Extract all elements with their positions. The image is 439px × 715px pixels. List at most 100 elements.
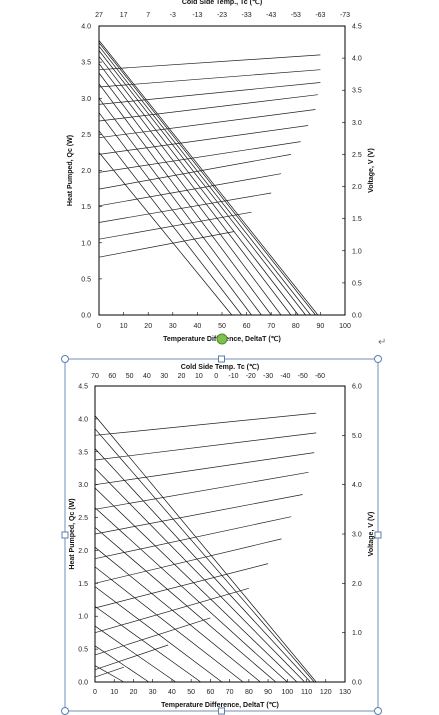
x-tick-label: 0	[97, 323, 101, 330]
y2-axis-label: Voltage, V (V)	[368, 148, 375, 193]
top-tick-label: -13	[192, 12, 202, 19]
y-tick-label: 3.5	[81, 60, 91, 67]
resize-handle-corner[interactable]	[374, 355, 382, 363]
top-tick-label: -60	[315, 373, 325, 380]
voltage-series-line	[94, 587, 249, 634]
x-tick-label: 30	[149, 689, 157, 696]
y2-tick-label: 3.0	[352, 532, 362, 539]
y-tick-label: 4.0	[81, 24, 91, 31]
qc-series-line	[94, 606, 202, 683]
selection-frame[interactable]	[64, 358, 379, 712]
voltage-series-line	[94, 617, 211, 656]
x-tick-label: 90	[264, 689, 272, 696]
x-tick-label: 20	[130, 689, 138, 696]
plot-area	[98, 25, 346, 316]
y2-tick-label: 2.0	[352, 184, 362, 191]
y2-tick-label: 1.5	[352, 216, 362, 223]
qc-series-line	[98, 72, 282, 316]
top-tick-label: -73	[340, 12, 350, 19]
qc-series-line	[98, 50, 306, 316]
y-tick-label: 3.0	[81, 96, 91, 103]
y-tick-label: 2.0	[78, 548, 88, 555]
x-tick-label: 60	[206, 689, 214, 696]
y2-tick-label: 3.5	[352, 88, 362, 95]
resize-handle-corner[interactable]	[61, 355, 69, 363]
x-tick-label: 50	[218, 323, 226, 330]
qc-series-line	[94, 487, 298, 683]
top-tick-label: 17	[120, 12, 128, 19]
top-tick-label: 60	[108, 373, 116, 380]
y2-tick-label: 0.0	[352, 680, 362, 687]
y-tick-label: 0.5	[78, 647, 88, 654]
chart-title: Cold Side Temp. Tc (℃)	[181, 363, 259, 371]
x-tick-label: 70	[267, 323, 275, 330]
voltage-series-line	[98, 109, 316, 139]
qc-series-line	[98, 152, 233, 316]
voltage-series-line	[98, 173, 282, 207]
chart-2: Cold Side Temp. Tc (℃)70 60 50 40 30 20 10 0 -10…	[69, 363, 375, 709]
chart-title: Cold Side Temp., Tc (℃)	[182, 0, 262, 6]
y2-tick-label: 1.0	[352, 248, 362, 255]
resize-handle-side[interactable]	[218, 707, 225, 715]
voltage-series-line	[98, 94, 318, 122]
qc-series-line	[98, 40, 319, 316]
voltage-series-line	[94, 412, 317, 436]
y-tick-label: 1.5	[81, 204, 91, 211]
qc-series-line	[98, 130, 242, 316]
qc-series-line	[94, 645, 149, 683]
voltage-series-line	[94, 538, 282, 584]
x-tick-label: 60	[243, 323, 251, 330]
y2-tick-label: 4.0	[352, 56, 362, 63]
voltage-series-line	[94, 563, 269, 609]
voltage-series-line	[94, 644, 169, 671]
top-tick-label: 0	[214, 373, 218, 380]
resize-handle-corner[interactable]	[374, 707, 382, 715]
y-tick-label: 3.5	[78, 449, 88, 456]
top-tick-label: -50	[298, 373, 308, 380]
voltage-series-line	[98, 154, 291, 190]
resize-handle-side[interactable]	[218, 355, 225, 363]
x-tick-label: 40	[194, 323, 202, 330]
qc-series-line	[94, 566, 244, 683]
top-tick-label: 20	[178, 373, 186, 380]
top-tick-label: -30	[263, 373, 273, 380]
y2-tick-label: 5.0	[352, 433, 362, 440]
y-tick-label: 0.0	[78, 680, 88, 687]
y-tick-label: 0.0	[81, 313, 91, 320]
top-tick-label: -3	[170, 12, 176, 19]
voltage-series-line	[98, 211, 252, 240]
y2-tick-label: 2.0	[352, 581, 362, 588]
rotate-handle[interactable]	[216, 333, 228, 345]
x-tick-label: 90	[317, 323, 325, 330]
voltage-series-line	[98, 125, 309, 155]
voltage-series-line	[94, 516, 292, 560]
qc-series-line	[94, 467, 305, 683]
top-tick-label: -63	[315, 12, 325, 19]
y-tick-label: 2.5	[81, 132, 91, 139]
x-tick-label: 80	[245, 689, 253, 696]
x-tick-label: 0	[93, 689, 97, 696]
y-tick-label: 1.0	[78, 614, 88, 621]
top-tick-label: 27	[95, 12, 103, 19]
resize-handle-side[interactable]	[61, 531, 69, 539]
y2-tick-label: 4.0	[352, 482, 362, 489]
qc-series-line	[98, 63, 292, 316]
top-tick-label: -43	[266, 12, 276, 19]
y-tick-label: 4.0	[78, 416, 88, 423]
voltage-series-line	[94, 432, 317, 461]
qc-series-line	[94, 415, 317, 683]
voltage-series-line	[98, 231, 235, 258]
top-tick-label: 70	[91, 373, 99, 380]
qc-series-line	[98, 98, 262, 316]
qc-series-line	[94, 546, 261, 683]
qc-series-line	[98, 42, 316, 316]
resize-handle-corner[interactable]	[61, 707, 69, 715]
top-tick-label: 7	[146, 12, 150, 19]
x-tick-label: 80	[292, 323, 300, 330]
resize-handle-side[interactable]	[374, 531, 382, 539]
plot-area	[94, 385, 346, 683]
x-tick-label: 10	[120, 323, 128, 330]
top-tick-label: -40	[280, 373, 290, 380]
top-tick-label: -33	[242, 12, 252, 19]
